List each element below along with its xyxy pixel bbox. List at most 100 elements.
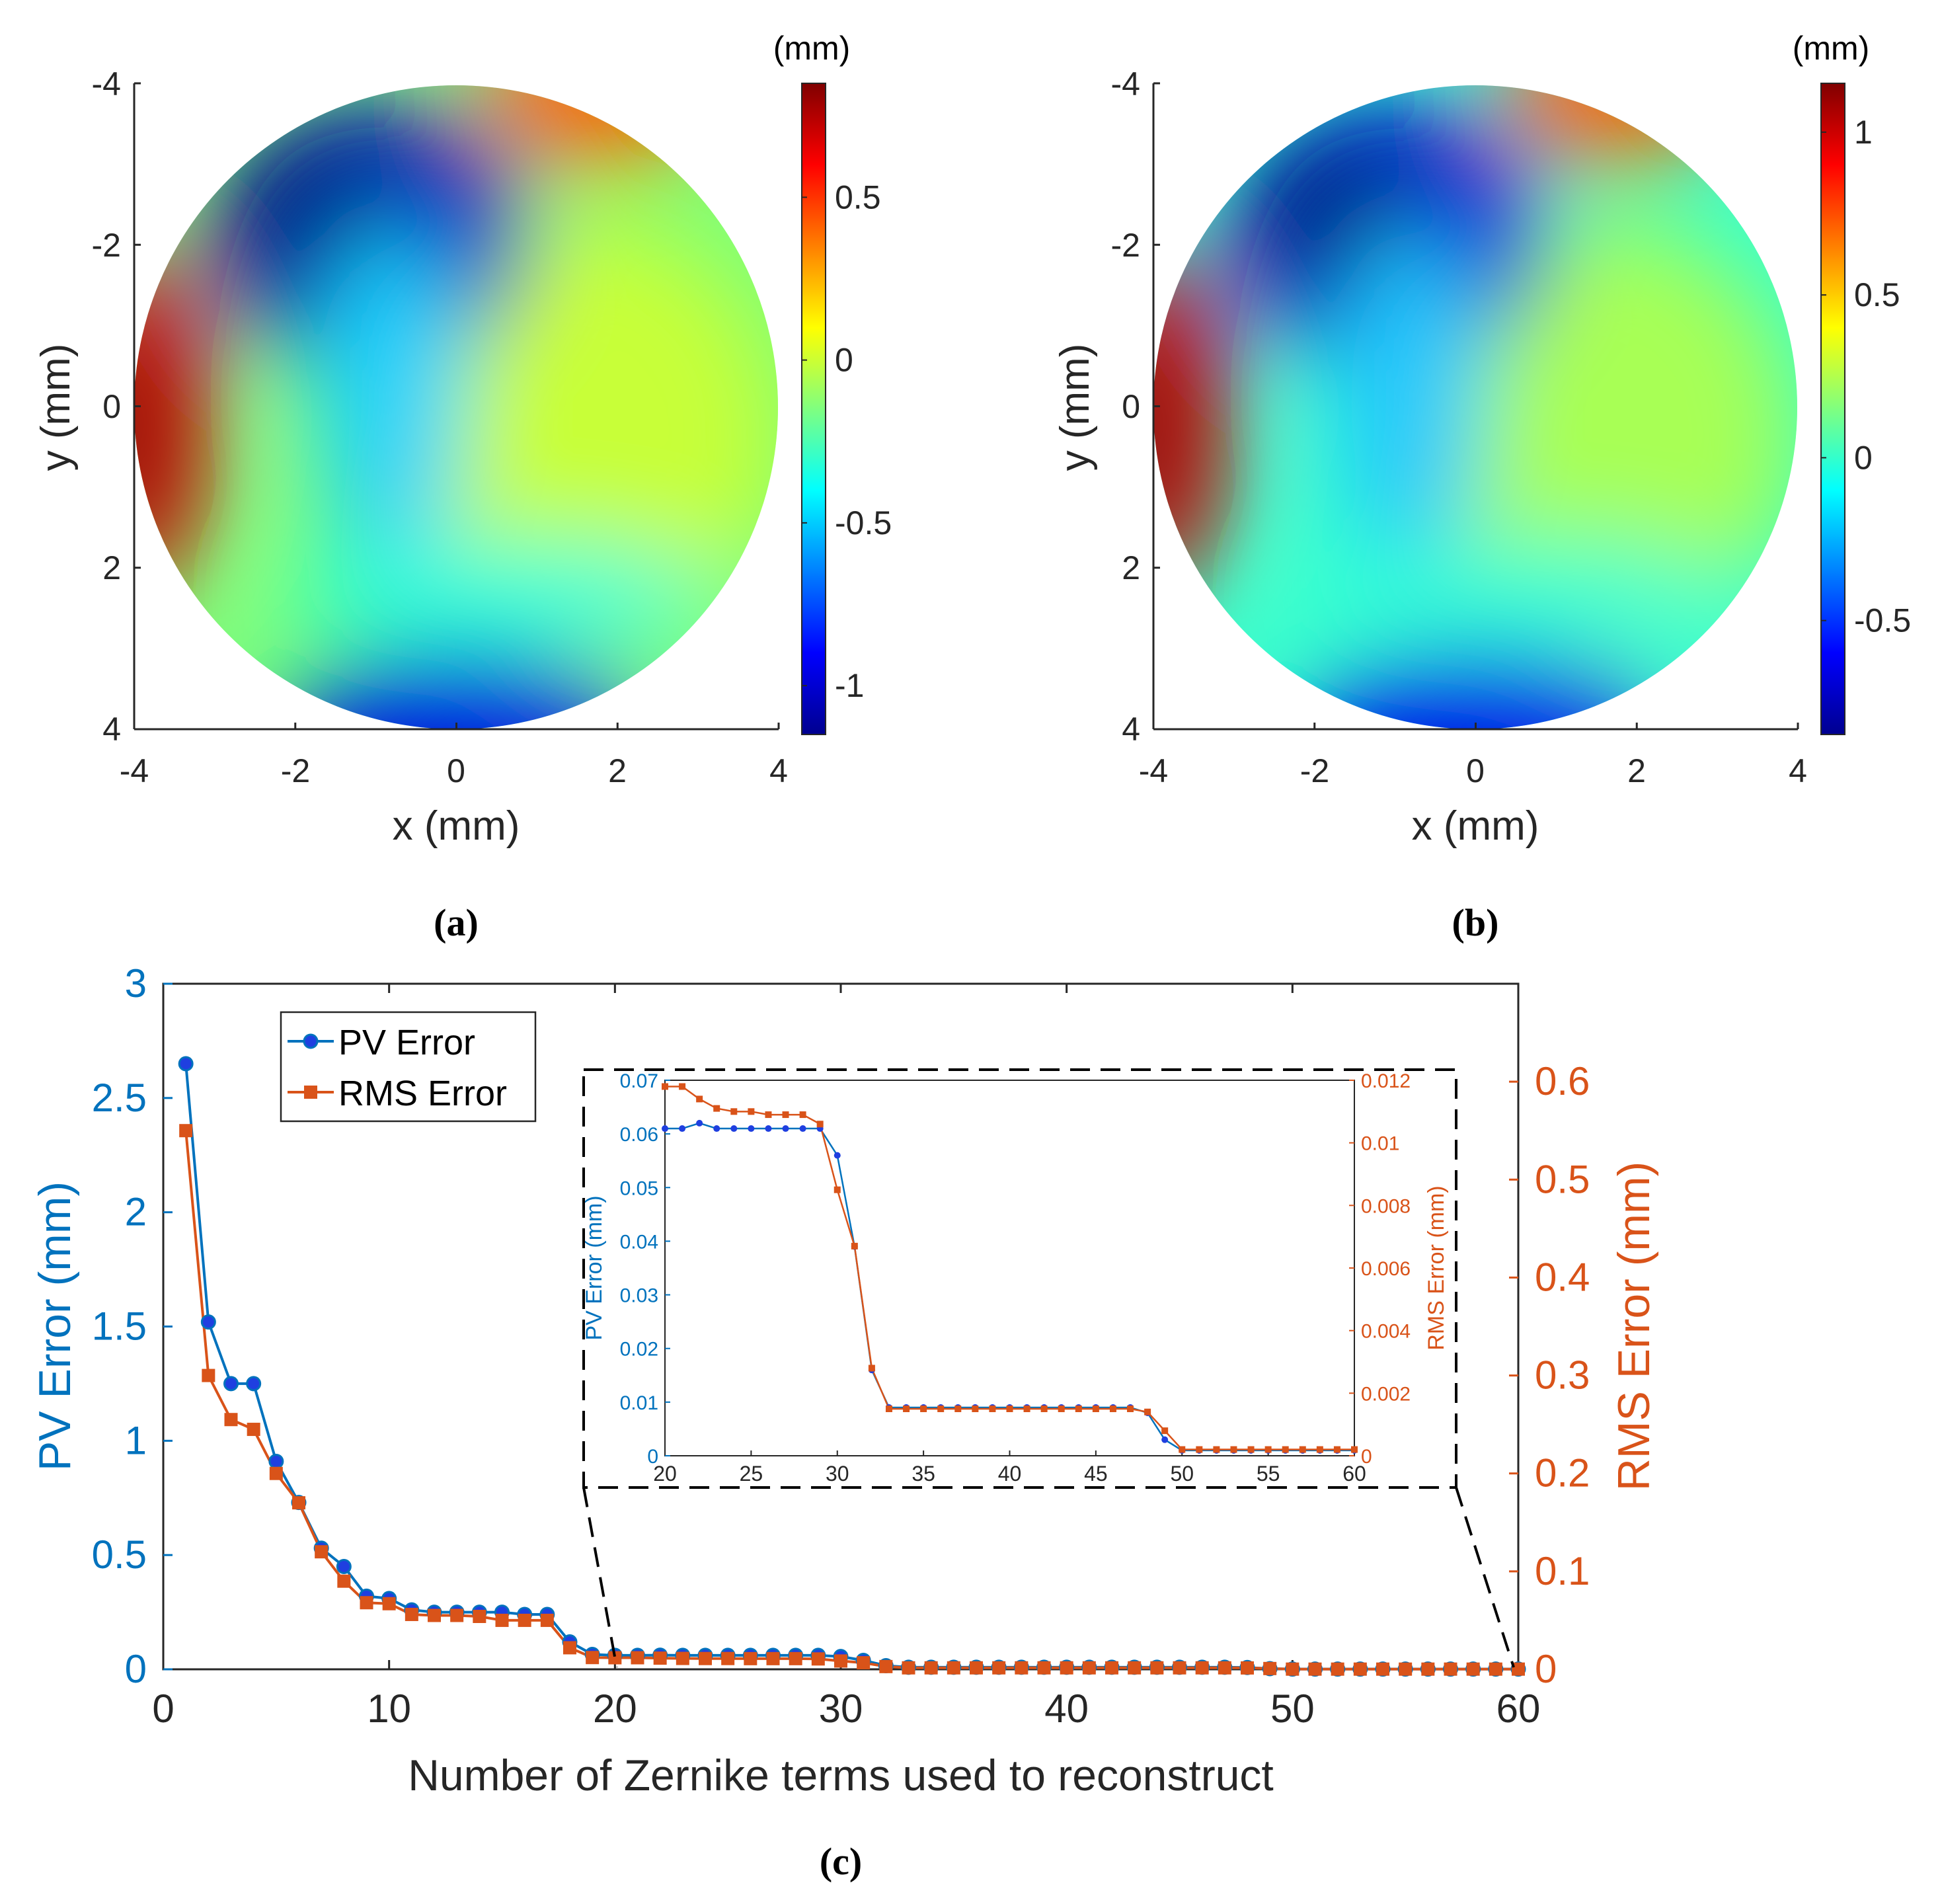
inset-plot: 20 25 30 35 40 45 50 55 6000.010.020.030.040.050… <box>582 1070 1449 1486</box>
inset-point-pv <box>679 1125 686 1132</box>
xtick-label: 4 <box>1789 752 1807 789</box>
ytick-label: 0 <box>1122 388 1140 425</box>
inset-xtick-label: 35 <box>912 1462 935 1486</box>
point-rms <box>1263 1661 1277 1675</box>
point-rms <box>1015 1661 1028 1675</box>
zoom-indicator <box>582 1068 1515 1668</box>
inset-ytick-label-right: 0.004 <box>1361 1321 1411 1343</box>
point-rms <box>337 1574 351 1588</box>
wavefront-map-a <box>134 85 778 729</box>
point-rms <box>992 1661 1006 1675</box>
ytick-label-left: 0.5 <box>92 1532 147 1577</box>
ytick-label-right: 0.6 <box>1535 1059 1590 1103</box>
ytick-label-left: 2.5 <box>92 1076 147 1120</box>
xtick-label: -4 <box>120 752 149 789</box>
zoom-box <box>582 1068 1457 1489</box>
xtick-label: 0 <box>1466 752 1485 789</box>
inset-ylabel-right: RMS Error (mm) <box>1424 1185 1449 1350</box>
inset-point-rms <box>1247 1446 1255 1453</box>
inset-series-markers <box>662 1083 1358 1454</box>
xtick-label: 60 <box>1496 1686 1541 1731</box>
ytick-label-right: 0.2 <box>1535 1451 1590 1495</box>
caption-b: (b) <box>1452 901 1499 944</box>
inset-point-pv <box>696 1119 703 1127</box>
caption-a: (a) <box>434 901 479 944</box>
point-rms <box>179 1124 193 1138</box>
inset-ytick-label-left: 0.05 <box>620 1177 658 1199</box>
point-rms <box>834 1654 847 1668</box>
inset-point-rms <box>1230 1446 1237 1453</box>
inset-point-rms <box>1196 1446 1203 1453</box>
point-rms <box>947 1661 960 1675</box>
point-pv <box>268 1453 284 1469</box>
xlabel-a: x (mm) <box>393 803 520 849</box>
point-rms <box>1037 1661 1051 1675</box>
inset-point-pv <box>799 1125 806 1132</box>
xtick-labels-b: -4 -2 0 2 4 <box>1139 752 1807 789</box>
inset-ytick-label-right: 0.002 <box>1361 1383 1411 1405</box>
ytick-label: 4 <box>102 711 121 748</box>
inset-point-rms <box>851 1242 858 1250</box>
ytick-label: -2 <box>1111 227 1140 264</box>
xtick-label: 0 <box>152 1686 174 1731</box>
inset-xtick-label: 30 <box>826 1462 849 1486</box>
point-rms <box>857 1656 871 1670</box>
inset-point-rms <box>903 1406 910 1412</box>
point-rms <box>631 1651 644 1665</box>
inset-point-rms <box>1333 1446 1340 1453</box>
inset-point-pv <box>730 1125 738 1132</box>
xlabel-c: Number of Zernike terms used to reconstr… <box>408 1751 1274 1800</box>
inset-xtick-label: 60 <box>1342 1462 1366 1486</box>
ytick-label-right: 0.1 <box>1535 1549 1590 1593</box>
point-rms <box>224 1413 238 1427</box>
xtick-labels-a: -4 -2 0 2 4 <box>120 752 788 789</box>
colorbar-tick-label: -1 <box>835 667 864 704</box>
inset-point-pv <box>765 1125 772 1132</box>
inset-point-rms <box>954 1406 962 1412</box>
colorbar-ticks-b: 1 0.5 0 -0.5 <box>1821 114 1911 639</box>
ytick-label: -2 <box>92 227 121 264</box>
inset-point-rms <box>1282 1446 1289 1453</box>
inset-point-rms <box>868 1365 875 1372</box>
panel-c: 0 10 20 30 40 50 6000.511.522.5300.10.20.30.40… <box>30 961 1659 1883</box>
inset-xtick-label: 50 <box>1170 1462 1194 1486</box>
inset-xtick-label: 40 <box>998 1462 1022 1486</box>
point-pv <box>246 1376 262 1392</box>
inset-point-rms <box>730 1108 738 1115</box>
ytick-label: 4 <box>1122 711 1140 748</box>
inset-point-pv <box>662 1125 668 1132</box>
ylabel-left-c: PV Error (mm) <box>30 1181 80 1471</box>
point-rms <box>1421 1662 1435 1676</box>
ytick-label: 2 <box>1122 549 1140 586</box>
xtick-label: 4 <box>769 752 788 789</box>
inset-point-rms <box>937 1406 945 1412</box>
ytick-label-left: 0 <box>125 1647 147 1691</box>
inset-point-pv <box>782 1125 789 1132</box>
inset-xtick-label: 55 <box>1257 1462 1280 1486</box>
point-rms <box>1376 1662 1389 1676</box>
colorbar-tick-label: 0 <box>1854 439 1873 476</box>
legend-marker-rms <box>304 1086 317 1099</box>
inset-ytick-label-left: 0.04 <box>620 1231 658 1253</box>
point-rms <box>540 1613 554 1627</box>
legend-marker-pv <box>303 1033 319 1049</box>
inset-point-rms <box>834 1186 841 1193</box>
ylabel-b: y (mm) <box>1052 344 1098 471</box>
point-pv <box>200 1314 216 1330</box>
point-rms <box>360 1596 373 1610</box>
colorbar-ticks-a: 0.5 0 -0.5 -1 <box>802 178 892 704</box>
inset-xtick-label: 25 <box>740 1462 763 1486</box>
ticks-c: 0 10 20 30 40 50 6000.511.522.5300.10.20.30.40… <box>92 961 1590 1731</box>
point-rms <box>879 1659 893 1673</box>
wavefront-map-b <box>1153 85 1797 729</box>
inset-box <box>664 1080 1355 1456</box>
inset-point-rms <box>1144 1408 1151 1415</box>
inset-ytick-label-right: 0.01 <box>1361 1133 1399 1155</box>
inset-point-pv <box>834 1152 841 1159</box>
inset-xtick-label: 45 <box>1084 1462 1108 1486</box>
point-rms <box>811 1652 825 1666</box>
point-rms <box>676 1651 689 1665</box>
inset-ytick-label-left: 0.07 <box>620 1070 658 1092</box>
colorbar-unit-a: (mm) <box>773 30 851 67</box>
